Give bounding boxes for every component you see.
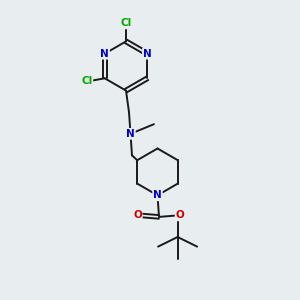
Text: N: N (153, 190, 162, 200)
Text: O: O (176, 210, 184, 220)
Text: N: N (126, 129, 135, 139)
Text: O: O (133, 210, 142, 220)
Text: Cl: Cl (81, 76, 92, 86)
Text: N: N (100, 49, 109, 59)
Text: Cl: Cl (120, 18, 132, 28)
Text: N: N (143, 49, 152, 59)
